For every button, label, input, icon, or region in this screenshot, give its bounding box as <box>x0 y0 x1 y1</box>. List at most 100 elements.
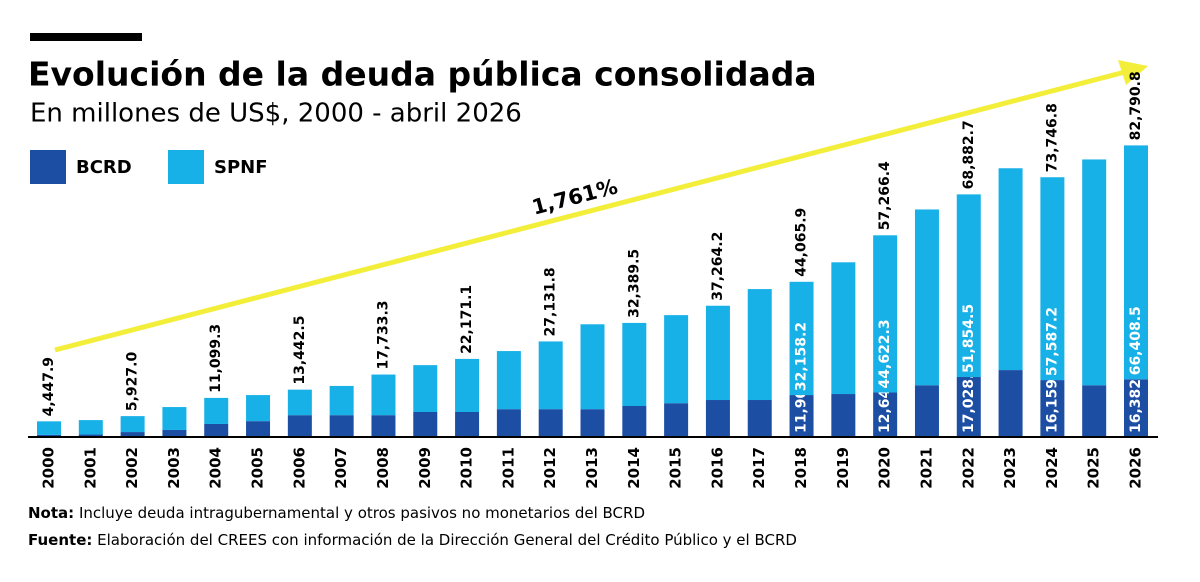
source-text: Elaboración del CREES con información de… <box>97 531 797 549</box>
segment-label: 16,382.2 <box>1128 364 1144 433</box>
bar-segment <box>204 397 229 424</box>
bar-segment <box>705 305 730 401</box>
legend-swatch <box>30 150 66 184</box>
bar-segment <box>538 409 563 437</box>
bar-segment <box>162 429 187 437</box>
bar-segment <box>580 409 605 437</box>
bar-segment <box>831 262 856 395</box>
bar-segment <box>580 324 605 410</box>
x-tick-label: 2025 <box>1085 447 1103 489</box>
segment-label: 32,158.2 <box>794 322 810 391</box>
bar-segment <box>1040 380 1065 437</box>
chart-title: Evolución de la deuda pública consolidad… <box>28 55 817 94</box>
bar-segment <box>413 365 438 412</box>
bar-segment <box>78 420 103 435</box>
bar-segment <box>789 395 814 437</box>
x-tick-label: 2016 <box>708 447 726 489</box>
total-label: 11,099.3 <box>208 324 224 393</box>
x-tick-label: 2005 <box>249 447 267 489</box>
bar-segment <box>998 168 1023 371</box>
bar-segment <box>37 434 61 437</box>
total-label: 82,790.8 <box>1128 71 1144 140</box>
bar-segment <box>1124 145 1148 380</box>
segment-label: 16,159.6 <box>1044 364 1060 433</box>
bar-segment <box>162 407 187 430</box>
bar-segment <box>747 400 772 437</box>
bar-segment <box>705 400 730 437</box>
x-tick-label: 2022 <box>959 447 977 489</box>
note-text: Incluye deuda intragubernamental y otros… <box>79 504 645 522</box>
legend-swatch <box>168 150 204 184</box>
bar-segment <box>246 395 271 422</box>
bar-segment <box>371 374 396 416</box>
bar-segment <box>873 235 898 393</box>
x-tick-label: 2002 <box>123 447 141 489</box>
x-tick-label: 2023 <box>1001 447 1019 489</box>
segment-label: 44,622.3 <box>877 319 893 388</box>
x-tick-label: 2019 <box>834 447 852 489</box>
total-label: 27,131.8 <box>543 267 559 336</box>
x-tick-label: 2017 <box>750 447 768 489</box>
x-tick-label: 2009 <box>416 447 434 489</box>
bar-segment <box>789 281 814 396</box>
segment-label: 51,854.5 <box>961 304 977 373</box>
x-tick-label: 2001 <box>81 447 99 489</box>
total-label: 57,266.4 <box>877 161 893 230</box>
growth-arrow <box>54 69 1126 353</box>
bar-segment <box>538 341 563 410</box>
bar-segment <box>1040 177 1065 381</box>
source: Fuente: Elaboración del CREES con inform… <box>28 531 797 549</box>
arrow-head <box>1118 60 1148 85</box>
bar-segment <box>287 415 312 437</box>
bar-segment <box>329 385 354 416</box>
total-label: 4,447.9 <box>41 357 57 416</box>
bar-segment <box>329 415 354 437</box>
bar-segment <box>664 403 689 437</box>
bar-segment <box>496 409 521 437</box>
x-tick-label: 2003 <box>165 447 183 489</box>
total-label: 5,927.0 <box>125 352 141 412</box>
total-label: 44,065.9 <box>794 208 810 277</box>
bar-segment <box>956 194 981 378</box>
title-bar <box>30 33 142 41</box>
x-tick-label: 2015 <box>667 447 685 489</box>
source-label: Fuente: <box>28 531 92 549</box>
x-tick-label: 2020 <box>876 447 894 489</box>
x-tick-label: 2026 <box>1127 447 1145 489</box>
bar-segment <box>914 385 939 437</box>
bar-segment <box>622 322 647 407</box>
x-tick-label: 2006 <box>290 447 308 489</box>
bar-segment <box>496 351 521 410</box>
bar-segment <box>831 394 856 437</box>
bar-segment <box>287 389 312 416</box>
total-label: 32,389.5 <box>626 249 642 318</box>
bar-segment <box>1124 379 1148 437</box>
x-tick-label: 2018 <box>792 447 810 489</box>
x-tick-label: 2008 <box>374 447 392 489</box>
total-label: 22,171.1 <box>459 285 475 354</box>
note: Nota: Incluye deuda intragubernamental y… <box>28 504 645 522</box>
x-tick-label: 2014 <box>625 447 643 489</box>
x-tick-label: 2021 <box>917 447 935 489</box>
total-label: 37,264.2 <box>710 232 726 301</box>
total-label: 17,733.3 <box>375 300 391 369</box>
x-tick-label: 2011 <box>499 447 517 489</box>
bar-segment <box>747 289 772 401</box>
x-tick-label: 2012 <box>541 447 559 489</box>
bar-segment <box>998 370 1023 437</box>
x-tick-label: 2010 <box>458 447 476 489</box>
bar-segment <box>956 377 981 437</box>
legend-label: BCRD <box>76 157 132 178</box>
bar-segment <box>455 411 480 437</box>
segment-label: 57,587.2 <box>1044 307 1060 376</box>
total-label: 73,746.8 <box>1044 103 1060 172</box>
bar-segment <box>664 315 689 404</box>
segment-label: 66,408.5 <box>1128 306 1144 375</box>
bar-segment <box>37 421 61 435</box>
bar-segment <box>120 432 145 437</box>
bar-segment <box>1082 385 1107 437</box>
bar-segment <box>78 434 103 437</box>
x-tick-label: 2000 <box>40 447 58 489</box>
total-label: 68,882.7 <box>961 120 977 189</box>
